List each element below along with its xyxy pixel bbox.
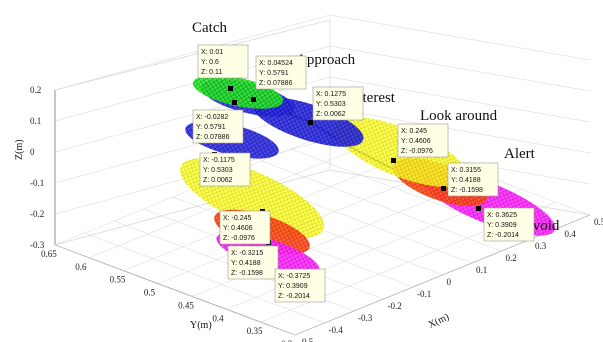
datatip-line: X: 0.3155 bbox=[451, 167, 481, 174]
marker-catch bbox=[228, 86, 233, 91]
marker-m-approach bbox=[232, 100, 237, 105]
x-tick-label: -0.1 bbox=[417, 289, 431, 299]
y-tick-label: 0.3 bbox=[281, 339, 293, 342]
datatip-line: X: -0.0282 bbox=[196, 114, 228, 121]
x-axis-label: X(m) bbox=[427, 312, 451, 331]
marker-look bbox=[391, 158, 396, 163]
datatip-line: Z: 0.0062 bbox=[203, 177, 233, 184]
datatip-line: Y: 0.4606 bbox=[223, 225, 253, 232]
datatip[interactable]: X: 0.01 Y: 0.6 Z: 0.11 bbox=[197, 44, 249, 79]
x-tick-label: -0.5 bbox=[299, 337, 314, 342]
datatip-line: Z: -0.1598 bbox=[451, 187, 483, 194]
datatip-line: X: 0.01 bbox=[201, 49, 223, 56]
datatip[interactable]: X: 0.04524 Y: 0.5791 Z: 0.07886 bbox=[255, 55, 307, 90]
datatip-line: X: -0.1175 bbox=[203, 157, 235, 164]
datatip-line: Z: 0.07886 bbox=[196, 134, 230, 141]
datatip-line: X: -0.3725 bbox=[278, 273, 310, 280]
phase-label-catch: Catch bbox=[192, 20, 227, 36]
datatip-line: Y: 0.3909 bbox=[278, 283, 308, 290]
phase-label-look-around: Look around bbox=[420, 108, 498, 124]
y-tick-label: 0.35 bbox=[247, 326, 263, 336]
marker-avoid bbox=[476, 206, 481, 211]
phase-label-approach: Approach bbox=[296, 52, 356, 68]
datatip-line: Y: 0.5303 bbox=[316, 101, 346, 108]
datatip-line: Z: 0.0062 bbox=[316, 111, 346, 118]
datatip-line: X: -0.245 bbox=[223, 215, 252, 222]
ellipsoid-catch bbox=[192, 75, 284, 109]
y-tick-label: 0.55 bbox=[110, 275, 126, 285]
datatip-line: Y: 0.3909 bbox=[487, 222, 517, 229]
datatip[interactable]: X: -0.1175 Y: 0.5303 Z: 0.0062 bbox=[199, 152, 251, 187]
y-tick-label: 0.65 bbox=[41, 249, 57, 259]
z-tick-label: -0.1 bbox=[30, 178, 44, 188]
z-tick-label: 0 bbox=[30, 147, 35, 157]
datatip[interactable]: X: -0.245 Y: 0.4606 Z: -0.0976 bbox=[219, 210, 271, 245]
datatip-line: Z: 0.11 bbox=[201, 69, 222, 76]
datatip-line: Z: -0.2014 bbox=[278, 293, 310, 300]
datatip-line: X: 0.04524 bbox=[259, 60, 293, 67]
x-tick-label: -0.3 bbox=[358, 313, 373, 323]
y-tick-label: 0.45 bbox=[178, 300, 194, 310]
datatip-line: X: 0.245 bbox=[401, 128, 427, 135]
z-tick-label: 0.2 bbox=[30, 85, 41, 95]
datatip[interactable]: X: -0.3725 Y: 0.3909 Z: -0.2014 bbox=[274, 268, 326, 303]
y-tick-label: 0.6 bbox=[75, 262, 87, 272]
marker-approach bbox=[251, 97, 256, 102]
datatip[interactable]: X: 0.1275 Y: 0.5303 Z: 0.0062 bbox=[312, 86, 364, 121]
datatip-line: X: -0.3215 bbox=[231, 250, 263, 257]
x-tick-label: 0.5 bbox=[594, 217, 603, 227]
datatip[interactable]: X: 0.3155 Y: 0.4188 Z: -0.1598 bbox=[447, 162, 499, 197]
z-axis-label: Z(m) bbox=[14, 139, 25, 160]
marker-alert bbox=[441, 186, 446, 191]
datatip-line: Y: 0.6 bbox=[201, 59, 219, 66]
phase-label-alert: Alert bbox=[504, 146, 536, 162]
y-axis-label: Y(m) bbox=[190, 320, 212, 331]
datatip-line: Y: 0.5303 bbox=[203, 167, 233, 174]
marker-interest bbox=[308, 120, 313, 125]
datatip[interactable]: X: 0.3625 Y: 0.3909 Z: -0.2014 bbox=[483, 207, 535, 242]
y-tick-label: 0.5 bbox=[144, 288, 156, 298]
z-tick-label: -0.3 bbox=[30, 240, 45, 250]
datatip-line: Z: -0.0976 bbox=[223, 235, 255, 242]
z-tick-label: 0.1 bbox=[30, 116, 41, 126]
datatip[interactable]: X: -0.3215 Y: 0.4188 Z: -0.1598 bbox=[227, 245, 279, 280]
datatip[interactable]: X: 0.245 Y: 0.4606 Z: -0.0976 bbox=[397, 123, 449, 158]
datatip-line: Y: 0.4188 bbox=[451, 177, 481, 184]
x-tick-label: -0.4 bbox=[329, 325, 344, 335]
x-tick-label: 0 bbox=[447, 277, 452, 287]
datatip[interactable]: X: -0.0282 Y: 0.5791 Z: 0.07886 bbox=[192, 109, 244, 144]
datatip-line: X: 0.3625 bbox=[487, 212, 517, 219]
datatip-line: X: 0.1275 bbox=[316, 91, 346, 98]
datatip-line: Z: -0.1598 bbox=[231, 270, 263, 277]
datatip-line: Y: 0.4188 bbox=[231, 260, 261, 267]
x-tick-label: 0.3 bbox=[535, 241, 547, 251]
x-tick-label: -0.2 bbox=[388, 301, 402, 311]
datatip-line: Y: 0.5791 bbox=[259, 70, 289, 77]
datatip-line: Y: 0.4606 bbox=[401, 138, 431, 145]
y-tick-label: 0.4 bbox=[212, 313, 224, 323]
datatip-line: Z: -0.2014 bbox=[487, 232, 519, 239]
x-tick-label: 0.2 bbox=[506, 253, 517, 263]
z-tick-label: -0.2 bbox=[30, 209, 44, 219]
datatip-line: Y: 0.5791 bbox=[196, 124, 226, 131]
datatip-line: Z: -0.0976 bbox=[401, 148, 433, 155]
x-tick-label: 0.1 bbox=[476, 265, 487, 275]
x-tick-label: 0.4 bbox=[565, 229, 577, 239]
datatip-line: Z: 0.07886 bbox=[259, 80, 293, 87]
